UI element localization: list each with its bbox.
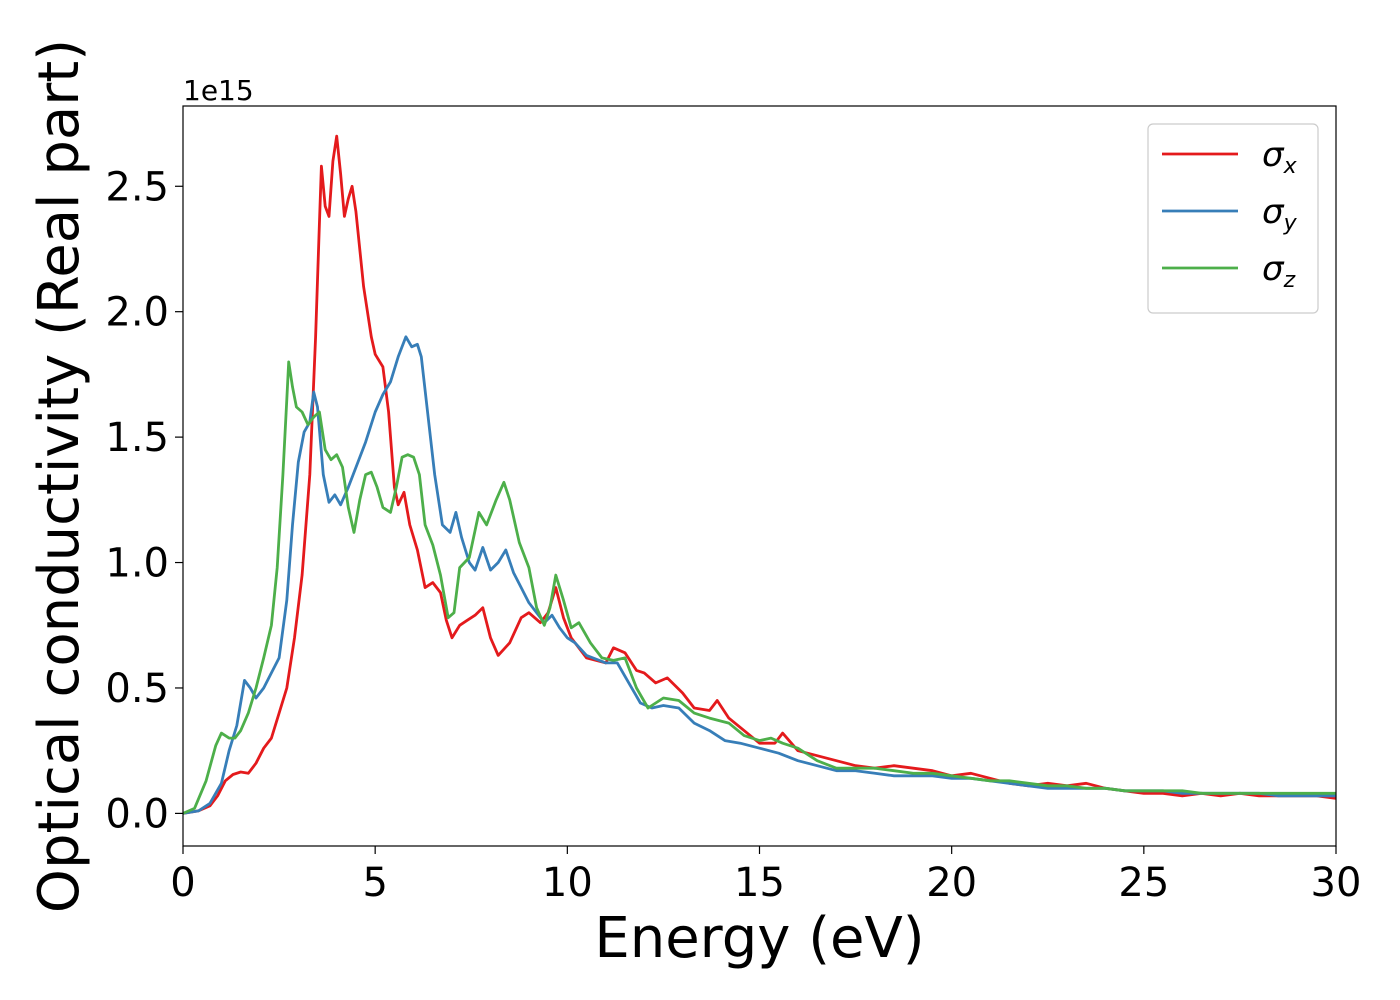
y-tick-label: 2.0 <box>105 290 169 336</box>
series-line-z <box>183 360 1336 815</box>
legend: σx σy σz <box>1147 123 1319 314</box>
y-offset-text: 1e15 <box>183 74 254 107</box>
legend-box <box>1147 123 1319 314</box>
y-tick-label: 1.5 <box>105 415 169 461</box>
x-tick-label: 15 <box>734 860 785 906</box>
y-tick-label: 0.5 <box>105 666 169 712</box>
y-tick-label: 1.0 <box>105 541 169 587</box>
x-tick-label: 5 <box>362 860 387 906</box>
x-tick-label: 25 <box>1118 860 1169 906</box>
series-line-y <box>183 335 1336 815</box>
x-axis: 0 5 10 15 20 25 30 <box>170 846 1361 906</box>
y-tick-label: 0.0 <box>105 791 169 837</box>
y-axis-title: Optical conductivity (Real part) <box>27 39 92 913</box>
y-tick-label: 2.5 <box>105 164 169 210</box>
legend-label-x: σx <box>1262 135 1298 179</box>
series-layer <box>183 134 1336 815</box>
legend-label-y: σy <box>1262 192 1298 236</box>
x-tick-label: 0 <box>170 860 195 906</box>
x-axis-title: Energy (eV) <box>594 906 924 971</box>
y-axis: 0.0 0.5 1.0 1.5 2.0 2.5 <box>105 164 183 837</box>
x-tick-label: 20 <box>926 860 977 906</box>
legend-label-z: σz <box>1262 249 1296 293</box>
x-tick-label: 30 <box>1311 860 1362 906</box>
x-tick-label: 10 <box>542 860 593 906</box>
